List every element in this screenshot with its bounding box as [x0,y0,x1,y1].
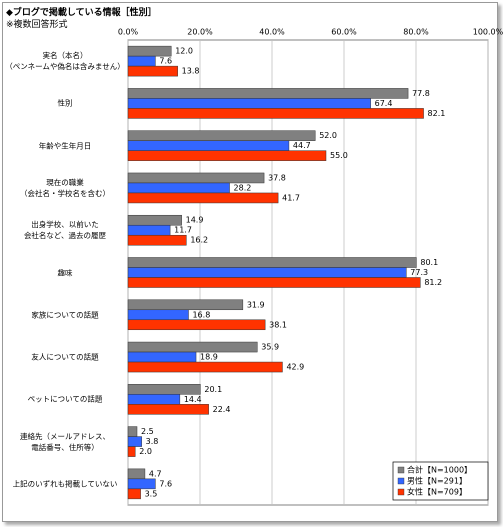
x-tick-label: 80.0% [403,28,429,37]
category-label: 実名（本名） （ペンネームや偽名は含みません） [5,51,125,72]
bar [127,88,409,99]
category-label: 上記のいずれも掲載していない [12,479,118,489]
value-label: 77.3 [410,268,428,277]
bar [127,55,156,67]
bar [127,182,230,194]
value-label: 14.4 [184,395,202,404]
bar [127,108,424,119]
bar [127,468,146,480]
bar [127,150,327,161]
bar [127,45,172,57]
category-label: 現在の職業 （会社名・学校名を含む） [20,177,110,198]
bar [127,192,279,204]
x-tick-label: 100.0% [473,28,503,37]
value-label: 37.8 [268,173,286,182]
value-label: 22.4 [213,405,231,414]
bar [127,65,178,77]
value-label: 7.6 [159,57,172,66]
value-label: 20.1 [204,385,222,394]
chart-title: ◆ブログで掲載している情報［性別］ [6,8,157,18]
value-label: 7.6 [159,479,172,488]
legend-label: 男性【N=291】 [407,476,467,486]
value-label: 31.9 [247,300,265,309]
value-label: 3.5 [145,489,158,498]
category-label: 家族についての話題 [31,310,99,320]
value-label: 35.9 [261,343,279,352]
value-label: 38.1 [269,320,287,329]
legend-swatch [397,477,405,485]
value-label: 14.9 [186,216,204,225]
bar [127,172,265,184]
value-label: 3.8 [146,437,159,446]
bar [127,319,266,331]
value-label: 81.2 [424,278,442,287]
bar [127,404,209,415]
value-label: 55.0 [330,151,348,160]
category-label: 年齢や生年月日 [38,141,92,151]
value-label: 4.7 [149,469,162,478]
legend-box [392,461,489,501]
legend-swatch [397,488,405,496]
legend-label: 合計【N=1000】 [407,465,472,475]
bar [127,351,197,363]
x-tick-label: 60.0% [331,28,357,37]
bar [127,224,171,236]
value-label: 28.2 [234,183,252,192]
bar [127,341,258,353]
category-label: 性別 [57,98,73,108]
category-label: 連絡先（メールアドレス、 電話番号、住所等） [20,431,110,452]
bar [127,277,421,288]
bar [127,98,371,109]
value-label: 2.5 [141,427,154,436]
bar [127,130,316,141]
bar [127,488,141,500]
value-label: 11.7 [174,226,192,235]
value-label: 80.1 [420,258,438,267]
value-label: 82.1 [428,109,446,118]
value-label: 13.8 [182,67,200,76]
bar [127,309,189,321]
bar [127,426,138,437]
x-tick-label: 40.0% [259,28,285,37]
value-label: 2.0 [139,447,152,456]
bar [127,446,136,457]
bar [127,140,290,151]
value-label: 16.2 [190,236,208,245]
value-label: 41.7 [282,193,300,202]
x-tick-label: 0.0% [118,28,139,37]
value-label: 67.4 [375,99,393,108]
bar [127,267,407,278]
value-label: 18.9 [200,353,218,362]
category-label: ペットについての話題 [27,394,103,404]
value-label: 16.8 [192,310,210,319]
value-label: 42.9 [286,363,304,372]
category-label: 趣味 [57,268,73,277]
x-tick-label: 20.0% [187,28,213,37]
value-label: 52.0 [319,131,337,140]
bar [127,436,142,447]
value-label: 12.0 [175,47,193,56]
legend-label: 女性【N=709】 [407,487,467,497]
chart-subtitle: ※複数回答形式 [6,20,68,30]
category-label: 友人についての話題 [31,352,99,362]
bar [127,361,283,373]
bar [127,257,417,268]
bar [127,384,201,395]
value-label: 77.8 [412,89,430,98]
bar [127,478,156,490]
legend-swatch [397,466,405,474]
bar [127,234,187,246]
value-label: 44.7 [293,141,311,150]
bar [127,299,244,311]
category-label: 出身学校、以前いた 会社名など、過去の履歴 [23,220,107,241]
bar [127,394,181,405]
bar [127,214,182,226]
